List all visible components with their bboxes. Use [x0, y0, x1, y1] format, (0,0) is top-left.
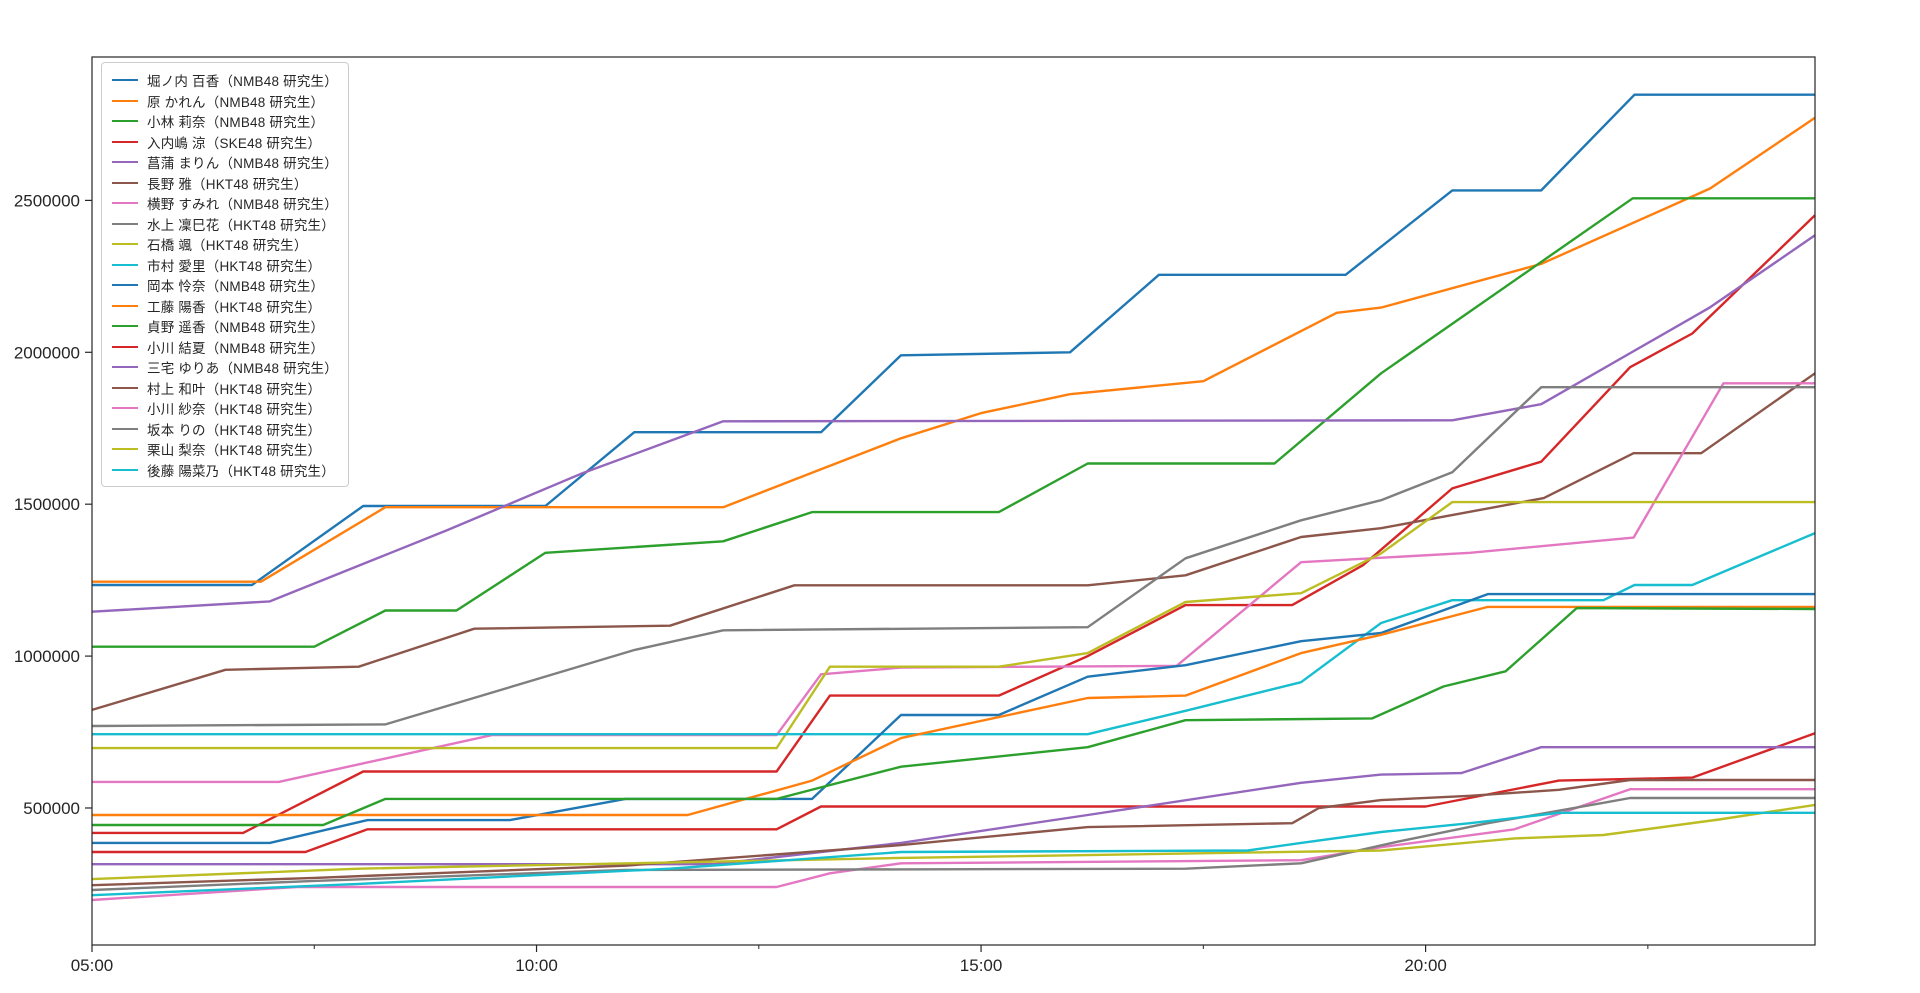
legend-label: 長野 雅（HKT48 研究生）	[147, 176, 308, 192]
legend-line-swatch	[112, 325, 138, 328]
legend-label: 小林 莉奈（NMB48 研究生）	[147, 115, 325, 131]
legend-line-swatch	[112, 304, 138, 307]
legend-label: 石橋 颯（HKT48 研究生）	[147, 238, 308, 254]
legend-line-swatch	[112, 161, 138, 164]
legend: 堀ノ内 百香（NMB48 研究生） 原 かれん（NMB48 研究生） 小林 莉奈（N…	[101, 62, 349, 487]
legend-item-2: 原 かれん（NMB48 研究生）	[112, 91, 338, 112]
x-tick-label: 10:00	[515, 956, 558, 975]
series-line-6	[91, 372, 1816, 712]
legend-label: 後藤 陽菜乃（HKT48 研究生）	[147, 463, 335, 479]
legend-label: 入内嶋 涼（SKE48 研究生）	[147, 135, 322, 151]
x-tick-label: 15:00	[960, 956, 1003, 975]
legend-label: 堀ノ内 百香（NMB48 研究生）	[147, 74, 338, 90]
legend-label: 横野 すみれ（NMB48 研究生）	[147, 197, 338, 213]
legend-line-swatch	[112, 448, 138, 451]
series-line-10	[92, 531, 1816, 736]
y-tick-label: 1000000	[14, 647, 80, 666]
legend-item-6: 長野 雅（HKT48 研究生）	[112, 173, 338, 194]
y-tick-label: 2500000	[14, 191, 80, 210]
legend-line-swatch	[112, 284, 138, 287]
legend-label: 小川 結夏（NMB48 研究生）	[147, 340, 325, 356]
series-line-7	[92, 382, 1815, 784]
legend-item-5: 菖蒲 まりん（NMB48 研究生）	[112, 152, 338, 173]
legend-item-8: 水上 凜巳花（HKT48 研究生）	[112, 214, 338, 235]
axes-spines	[91, 56, 1816, 946]
series-line-16	[91, 778, 1815, 887]
legend-item-9: 石橋 颯（HKT48 研究生）	[112, 234, 338, 255]
legend-line-swatch	[112, 427, 138, 430]
legend-line-swatch	[112, 181, 138, 184]
legend-item-3: 小林 莉奈（NMB48 研究生）	[112, 111, 338, 132]
legend-label: 貞野 遥香（NMB48 研究生）	[147, 320, 325, 336]
legend-line-swatch	[112, 407, 138, 410]
legend-line-swatch	[112, 222, 138, 225]
legend-line-swatch	[112, 202, 138, 205]
legend-label: 村上 和叶（HKT48 研究生）	[147, 381, 322, 397]
series-line-11	[92, 592, 1815, 845]
series-line-13	[92, 606, 1816, 827]
legend-item-17: 小川 紗奈（HKT48 研究生）	[112, 398, 338, 419]
legend-line-swatch	[112, 468, 138, 471]
legend-item-4: 入内嶋 涼（SKE48 研究生）	[112, 132, 338, 153]
legend-item-18: 坂本 りの（HKT48 研究生）	[112, 419, 338, 440]
y-tick-label: 1500000	[14, 495, 80, 514]
legend-label: 岡本 怜奈（NMB48 研究生）	[147, 279, 325, 295]
x-tick-label: 20:00	[1404, 956, 1447, 975]
legend-label: 小川 紗奈（HKT48 研究生）	[147, 402, 322, 418]
legend-label: 坂本 りの（HKT48 研究生）	[147, 422, 322, 438]
series-line-19	[91, 803, 1816, 881]
series-line-4	[92, 214, 1816, 835]
legend-line-swatch	[112, 79, 138, 82]
series-line-3	[92, 197, 1815, 648]
legend-item-13: 貞野 遥香（NMB48 研究生）	[112, 316, 338, 337]
legend-line-swatch	[112, 386, 138, 389]
series-line-20	[91, 811, 1815, 897]
series-line-15	[92, 746, 1815, 866]
legend-label: 菖蒲 まりん（NMB48 研究生）	[147, 156, 338, 172]
legend-line-swatch	[112, 345, 138, 348]
legend-line-swatch	[112, 366, 138, 369]
legend-item-10: 市村 愛里（HKT48 研究生）	[112, 255, 338, 276]
legend-line-swatch	[112, 120, 138, 123]
legend-item-11: 岡本 怜奈（NMB48 研究生）	[112, 275, 338, 296]
legend-line-swatch	[112, 140, 138, 143]
legend-line-swatch	[112, 99, 138, 102]
y-tick-label: 2000000	[14, 343, 80, 362]
series-line-5	[91, 234, 1816, 613]
legend-label: 工藤 陽香（HKT48 研究生）	[147, 299, 322, 315]
legend-line-swatch	[112, 263, 138, 266]
legend-label: 水上 凜巳花（HKT48 研究生）	[147, 217, 335, 233]
series-line-9	[92, 500, 1815, 750]
legend-item-1: 堀ノ内 百香（NMB48 研究生）	[112, 70, 338, 91]
legend-item-12: 工藤 陽香（HKT48 研究生）	[112, 296, 338, 317]
legend-item-15: 三宅 ゆりあ（NMB48 研究生）	[112, 357, 338, 378]
legend-line-swatch	[112, 243, 138, 246]
legend-item-20: 後藤 陽菜乃（HKT48 研究生）	[112, 460, 338, 481]
legend-label: 市村 愛里（HKT48 研究生）	[147, 258, 322, 274]
series-line-2	[92, 116, 1816, 583]
legend-item-7: 横野 すみれ（NMB48 研究生）	[112, 193, 338, 214]
legend-label: 栗山 梨奈（HKT48 研究生）	[147, 443, 322, 459]
y-tick-label: 500000	[23, 799, 80, 818]
legend-item-16: 村上 和叶（HKT48 研究生）	[112, 378, 338, 399]
x-tick-label: 05:00	[71, 956, 114, 975]
series-line-18	[91, 796, 1815, 892]
series-line-14	[92, 732, 1816, 854]
series-line-8	[91, 386, 1815, 728]
legend-label: 原 かれん（NMB48 研究生）	[147, 94, 325, 110]
legend-item-19: 栗山 梨奈（HKT48 研究生）	[112, 439, 338, 460]
series-line-12	[92, 605, 1815, 817]
legend-label: 三宅 ゆりあ（NMB48 研究生）	[147, 361, 338, 377]
legend-item-14: 小川 結夏（NMB48 研究生）	[112, 337, 338, 358]
